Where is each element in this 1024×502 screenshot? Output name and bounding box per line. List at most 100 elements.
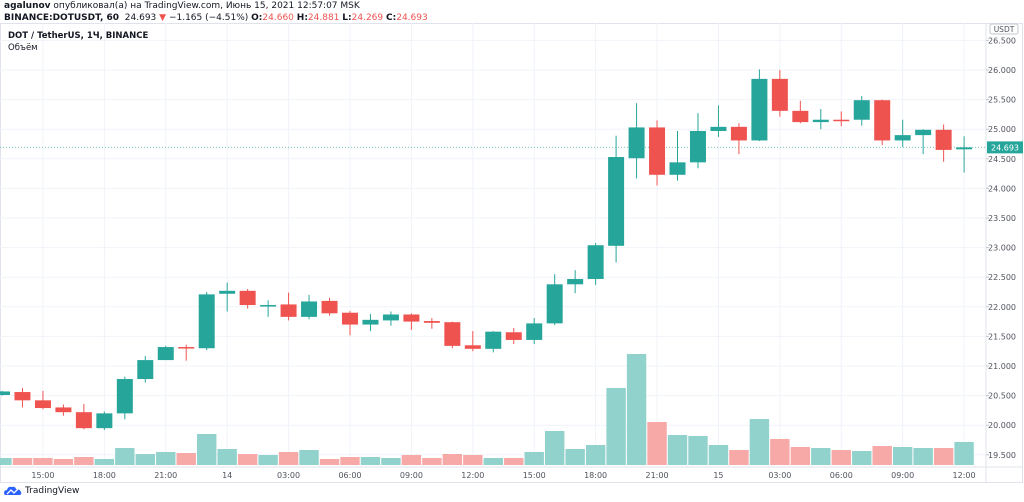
candle <box>485 331 502 353</box>
volume-bar <box>319 459 340 465</box>
volume-bar <box>585 445 606 465</box>
candle <box>751 69 768 142</box>
candle <box>96 411 113 430</box>
y-tick-label: 25.000 <box>988 125 1016 134</box>
x-tick-label: 03:00 <box>277 471 300 480</box>
low-value: 24.269 <box>351 13 384 23</box>
candle-body <box>116 379 133 414</box>
candle-body <box>362 319 379 325</box>
x-tick-label: 03:00 <box>768 471 791 480</box>
candle-body <box>239 290 256 306</box>
volume-bar <box>442 454 463 465</box>
candle-body <box>260 305 277 307</box>
candle <box>505 328 522 345</box>
volume-bar <box>954 442 974 465</box>
logo-text: TradingView <box>25 486 80 496</box>
candle-body <box>0 391 10 396</box>
published-text: опубликовал(а) на TradingView.com, Июнь … <box>53 1 360 11</box>
candle <box>608 135 625 263</box>
x-tick-label: 15 <box>713 471 723 480</box>
volume-study-label[interactable]: Объём <box>8 43 38 53</box>
volume-bar <box>708 445 729 465</box>
candlestick-chart[interactable]: 26.500 26.000 25.500 25.000 24.500 24.000 23.5… <box>0 23 1024 483</box>
x-tick-label: 18:00 <box>93 471 116 480</box>
volume-bar <box>913 448 933 465</box>
candle-body <box>812 119 829 123</box>
candle-body <box>382 314 399 321</box>
volume-bar <box>33 458 53 465</box>
chart-legend: DOT / TetherUS, 1Ч, BINANCE Объём <box>8 30 148 54</box>
candle <box>689 113 706 169</box>
y-tick-label: 26.000 <box>988 66 1016 75</box>
y-tick-label: 21.000 <box>988 362 1016 371</box>
y-tick-label: 22.000 <box>988 303 1016 312</box>
candle <box>137 355 154 383</box>
candle <box>75 403 92 430</box>
close-value: 24.693 <box>396 13 428 23</box>
candle-body <box>96 413 113 429</box>
volume-bar <box>422 458 442 465</box>
candle <box>116 376 133 420</box>
candle-body <box>464 345 481 349</box>
candle <box>771 70 788 117</box>
volume-bar <box>790 447 811 465</box>
y-tick-label: 23.500 <box>988 214 1016 223</box>
chart-frame <box>0 23 1023 483</box>
y-tick-label: 24.000 <box>988 184 1016 193</box>
x-tick-label: 06:00 <box>830 471 853 480</box>
candle-body <box>14 392 31 401</box>
candle <box>710 105 727 137</box>
candle-body <box>689 130 706 163</box>
volume-bar <box>278 452 299 465</box>
candle <box>935 124 952 162</box>
x-tick-label: 12:00 <box>461 471 484 480</box>
candle-body <box>771 78 788 111</box>
candle-body <box>178 347 195 349</box>
volume-bar <box>524 452 544 465</box>
candle-body <box>935 129 952 150</box>
candle-body <box>321 300 338 314</box>
candle-body <box>198 294 215 349</box>
candle <box>0 390 10 396</box>
x-tick-label: 15:00 <box>523 471 546 480</box>
volume-bar <box>12 458 33 465</box>
volume-bar <box>197 434 217 465</box>
candle <box>178 344 195 361</box>
volume-bar <box>237 454 258 465</box>
candle <box>403 313 420 330</box>
volume-bar <box>504 458 524 465</box>
volume-bar <box>933 448 954 465</box>
candle <box>362 313 379 332</box>
candle-body <box>423 321 440 323</box>
candle <box>423 318 440 329</box>
volume-bar <box>770 439 790 465</box>
candle <box>792 100 809 124</box>
candle-body <box>526 323 543 340</box>
candle <box>669 130 686 181</box>
down-arrow-icon: ▼ <box>159 13 167 23</box>
publish-info: agalunov опубликовал(а) на TradingView.c… <box>4 1 360 11</box>
volume-bar <box>729 450 749 465</box>
high-value: 24.881 <box>307 13 340 23</box>
volume-bar <box>401 455 422 465</box>
candle <box>587 242 604 285</box>
candle-body <box>956 147 973 150</box>
open-value: 24.660 <box>262 13 294 23</box>
candle <box>874 99 891 146</box>
series-title[interactable]: DOT / TetherUS, 1Ч, BINANCE <box>8 31 149 41</box>
y-tick-label: 22.500 <box>988 273 1016 282</box>
volume-bar <box>811 448 831 465</box>
candle-body <box>505 332 522 340</box>
tradingview-logo: TradingView <box>4 486 79 496</box>
x-tick-label: 15:00 <box>31 471 54 480</box>
candle <box>239 289 256 309</box>
candle <box>730 123 747 155</box>
candle-body <box>587 245 604 279</box>
volume-bar <box>340 457 360 465</box>
candle <box>894 119 911 147</box>
x-tick-label: 18:00 <box>584 471 607 480</box>
volume-bar <box>565 449 585 465</box>
volume-bar <box>544 431 565 465</box>
symbol-info: BINANCE:DOTUSDT, 60 24.693 ▼ −1.165 (−4.… <box>4 13 428 23</box>
volume-bar <box>176 453 196 465</box>
